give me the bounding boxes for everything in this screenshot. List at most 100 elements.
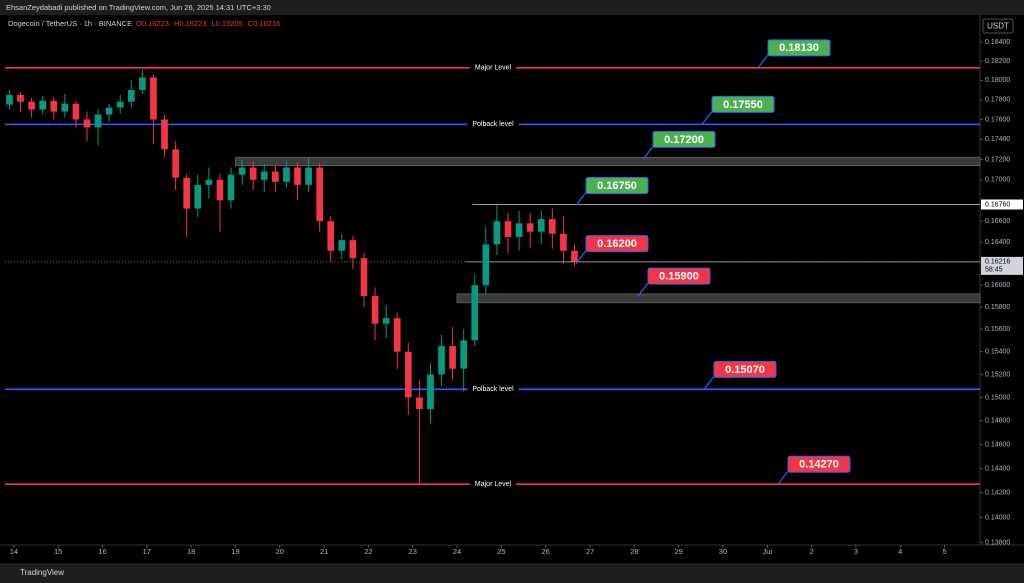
y-tick-label: 0.16600 [985, 218, 1010, 225]
y-tick-label: 0.17800 [985, 97, 1010, 104]
currency: USDT [987, 22, 1009, 31]
candle-body [560, 233, 567, 251]
candle-body [382, 318, 390, 324]
x-tick-label: 15 [54, 547, 62, 556]
callout-pointer [777, 470, 789, 485]
countdown: 58:45 [985, 267, 1003, 274]
callout-pointer [575, 192, 587, 206]
price-tag [981, 199, 1023, 210]
callout-label: 0.15900 [659, 271, 699, 283]
candle-body [105, 107, 113, 115]
y-tick-label: 0.17600 [985, 116, 1010, 123]
y-tick-label: 0.14400 [985, 465, 1010, 472]
callout-pointer [642, 146, 654, 160]
callout-box [647, 267, 711, 285]
top-bar [0, 0, 1024, 15]
level-label-bg [467, 384, 519, 395]
y-tick-label: 0.17400 [985, 136, 1010, 143]
candle-body [371, 296, 379, 324]
ohlc-value: L0.16205 [211, 19, 242, 28]
candle-body [205, 179, 213, 185]
x-tick-label: 18 [187, 547, 195, 556]
callout-pointer [575, 250, 587, 264]
y-tick-label: 0.18400 [985, 39, 1010, 46]
callout-label: 0.18130 [779, 42, 819, 54]
zone [456, 293, 981, 304]
candle-body [449, 346, 456, 369]
candle-body [327, 221, 335, 251]
candle-body [537, 219, 545, 232]
callout-pointer [701, 111, 713, 125]
x-tick-label: 29 [674, 547, 682, 556]
y-tick-label: 0.17000 [985, 177, 1010, 184]
symbol: Dogecoin / TetherUS · 1h · BINANCE [8, 19, 132, 28]
callout-box [585, 235, 649, 253]
candle-body [249, 167, 257, 180]
candle-body [194, 184, 202, 209]
y-tick-label: 0.15600 [985, 326, 1010, 333]
callout-box [767, 39, 831, 57]
candle-body [471, 285, 479, 341]
x-tick-label: 14 [10, 547, 18, 556]
x-tick-label: 19 [231, 547, 239, 556]
zone [234, 156, 981, 166]
x-tick-label: Jul [762, 547, 772, 556]
candle-body [272, 171, 279, 182]
candle-body [427, 374, 434, 410]
level-label: Major Level [475, 65, 512, 72]
y-tick-label: 0.13800 [985, 539, 1010, 546]
candle-body [50, 100, 58, 112]
candle-body [404, 351, 412, 398]
footer: TradingView [20, 568, 64, 577]
candle-body [39, 100, 46, 110]
level-label: Polback level [472, 386, 514, 393]
candle-body [238, 167, 246, 175]
callout-pointer [757, 54, 769, 69]
x-tick-label: 24 [453, 547, 461, 556]
candle-body [72, 103, 80, 120]
candle-body [139, 77, 146, 91]
callout-box [713, 360, 777, 378]
ohlc-legend: O0.16223 H0.16223 L0.16205 C0.16216 [136, 19, 280, 28]
candle-body [61, 103, 69, 112]
candle-body [493, 221, 501, 245]
candle-body [482, 244, 490, 286]
x-tick-label: 20 [276, 547, 284, 556]
candle-body [338, 240, 346, 251]
ohlc-value: C0.16216 [248, 19, 281, 28]
x-tick-label: 23 [409, 547, 417, 556]
x-tick-label: 2 [810, 547, 814, 556]
callout-pointer [703, 375, 715, 390]
candle-body [161, 119, 168, 150]
x-tick-label: 26 [542, 547, 550, 556]
callout-box [585, 177, 649, 195]
y-tick-label: 0.18200 [985, 58, 1010, 65]
currency-box [982, 18, 1014, 34]
x-tick-label: 17 [143, 547, 151, 556]
candle-body [393, 318, 401, 352]
candle-body [94, 114, 102, 128]
candle-body [28, 101, 35, 110]
callout-label: 0.16750 [597, 180, 637, 192]
candle-body [116, 101, 124, 108]
callout-label: 0.17550 [723, 99, 763, 111]
candle-body [515, 223, 523, 237]
callout-label: 0.16200 [597, 238, 637, 250]
y-tick-label: 0.15400 [985, 349, 1010, 356]
level-label: Major Level [475, 481, 512, 488]
candle-body [294, 167, 301, 185]
candle-body [260, 171, 268, 180]
price-tag-label: 0.16216 [985, 259, 1010, 266]
candle-body [172, 149, 179, 178]
ohlc-value: H0.16223 [174, 19, 207, 28]
price-tag-label: 0.16760 [985, 201, 1010, 208]
level-label: Polback level [472, 121, 514, 128]
x-tick-label: 21 [320, 547, 328, 556]
candle-body [283, 167, 290, 182]
candle-body [504, 221, 512, 237]
y-tick-label: 0.14800 [985, 418, 1010, 425]
candle-body [416, 397, 423, 410]
callout-box [787, 455, 851, 473]
y-tick-label: 0.16400 [985, 239, 1010, 246]
